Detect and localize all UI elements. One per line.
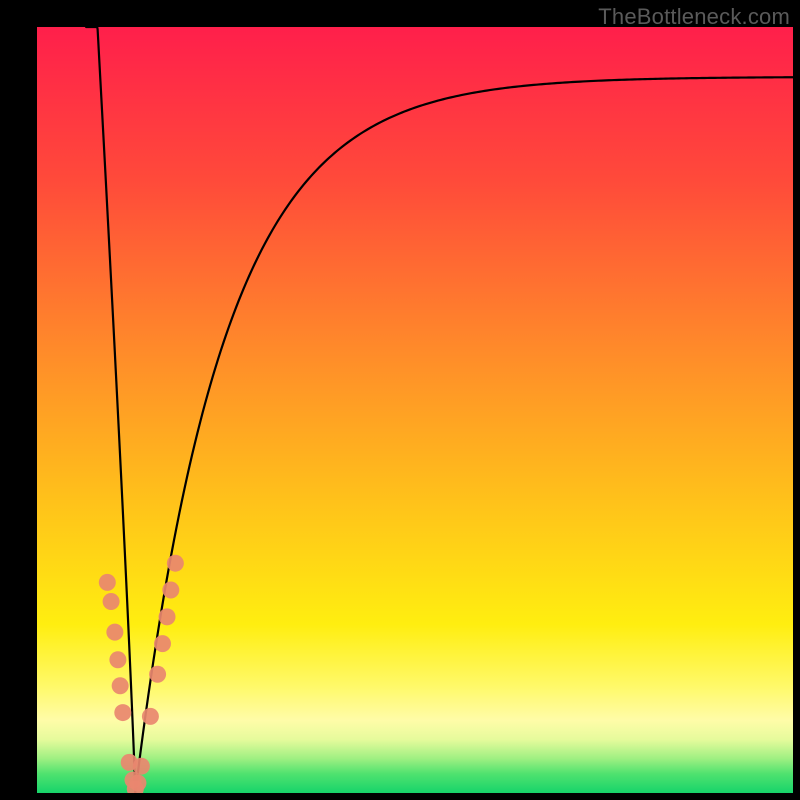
curve-marker	[142, 708, 159, 725]
curve-marker	[154, 635, 171, 652]
curve-marker	[133, 758, 150, 775]
bottleneck-chart	[0, 0, 800, 800]
chart-stage: TheBottleneck.com	[0, 0, 800, 800]
curve-marker	[106, 624, 123, 641]
curve-marker	[159, 608, 176, 625]
curve-marker	[112, 677, 129, 694]
curve-marker	[129, 775, 146, 792]
curve-marker	[99, 574, 116, 591]
curve-marker	[149, 666, 166, 683]
curve-marker	[162, 582, 179, 599]
curve-marker	[114, 704, 131, 721]
curve-marker	[167, 555, 184, 572]
watermark-text: TheBottleneck.com	[598, 4, 790, 30]
curve-marker	[109, 651, 126, 668]
curve-marker	[103, 593, 120, 610]
